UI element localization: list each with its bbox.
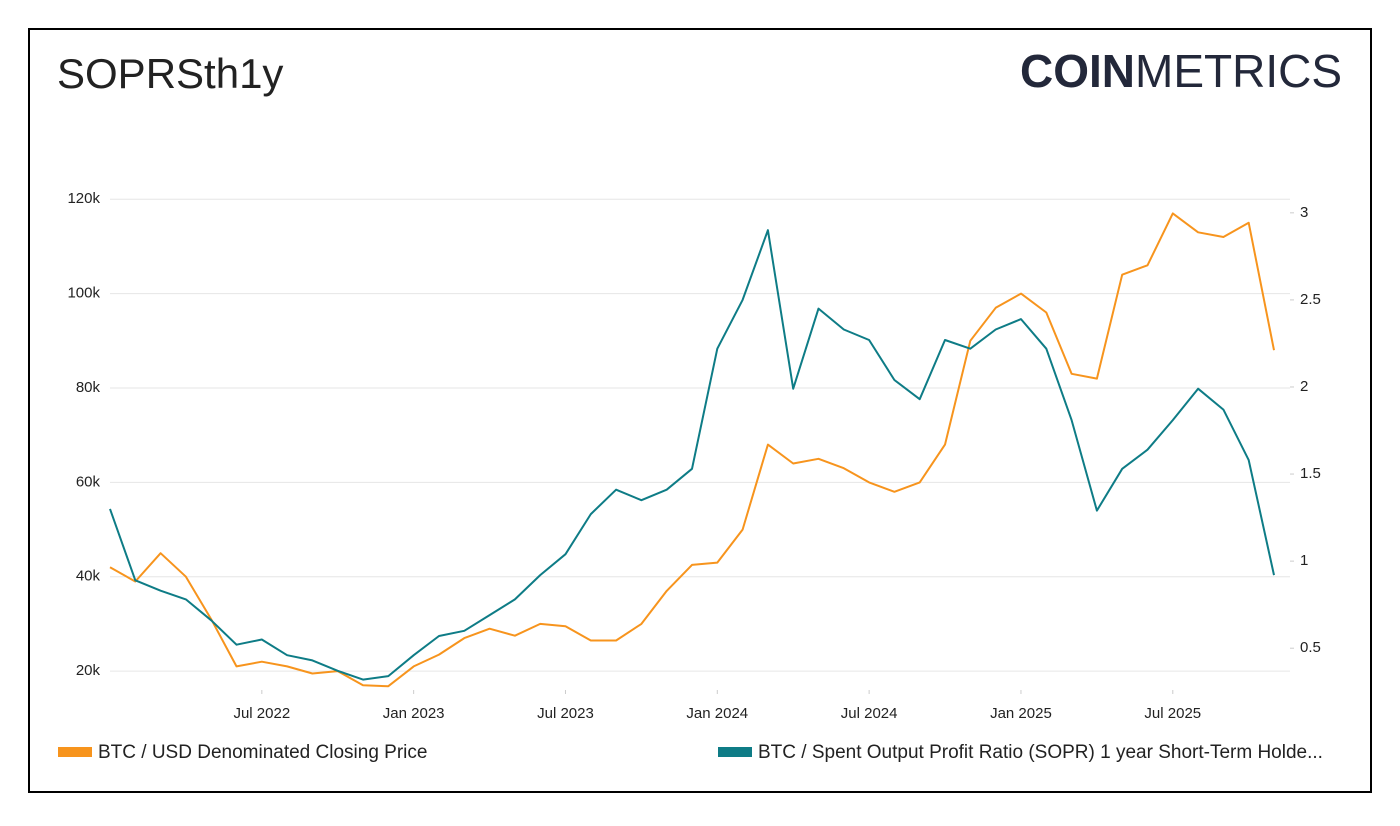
legend-label: BTC / USD Denominated Closing Price [98, 742, 427, 763]
y-tick-label: 60k [76, 473, 101, 490]
x-tick-label: Jul 2023 [537, 705, 594, 722]
brand-light: METRICS [1135, 45, 1342, 97]
y-tick-label: 120k [67, 190, 100, 207]
frame [28, 28, 1372, 793]
y-tick-label: 40k [76, 568, 101, 585]
y2-tick-label: 3 [1300, 204, 1308, 221]
x-tick-label: Jul 2022 [233, 705, 290, 722]
y2-tick-label: 0.5 [1300, 639, 1321, 656]
series-line [109, 229, 1275, 681]
y2-tick-label: 1.5 [1300, 465, 1321, 482]
x-tick-label: Jan 2025 [990, 705, 1052, 722]
y2-tick-label: 2.5 [1300, 291, 1321, 308]
legend-label: BTC / Spent Output Profit Ratio (SOPR) 1… [758, 742, 1323, 763]
x-tick-label: Jan 2023 [383, 705, 445, 722]
brand-bold: COIN [1020, 45, 1135, 97]
brand-logo: COINMETRICS [1020, 45, 1342, 97]
y-tick-label: 100k [67, 285, 100, 302]
x-tick-label: Jul 2024 [841, 705, 898, 722]
y2-tick-label: 1 [1300, 552, 1308, 569]
x-tick-label: Jul 2025 [1144, 705, 1201, 722]
y-tick-label: 20k [76, 662, 101, 679]
legend-swatch [58, 747, 92, 757]
chart-title: SOPRSth1y [57, 50, 283, 97]
series-line [109, 212, 1275, 688]
y2-tick-label: 2 [1300, 378, 1308, 395]
x-tick-label: Jan 2024 [686, 705, 748, 722]
y-tick-label: 80k [76, 379, 101, 396]
legend-swatch [718, 747, 752, 757]
